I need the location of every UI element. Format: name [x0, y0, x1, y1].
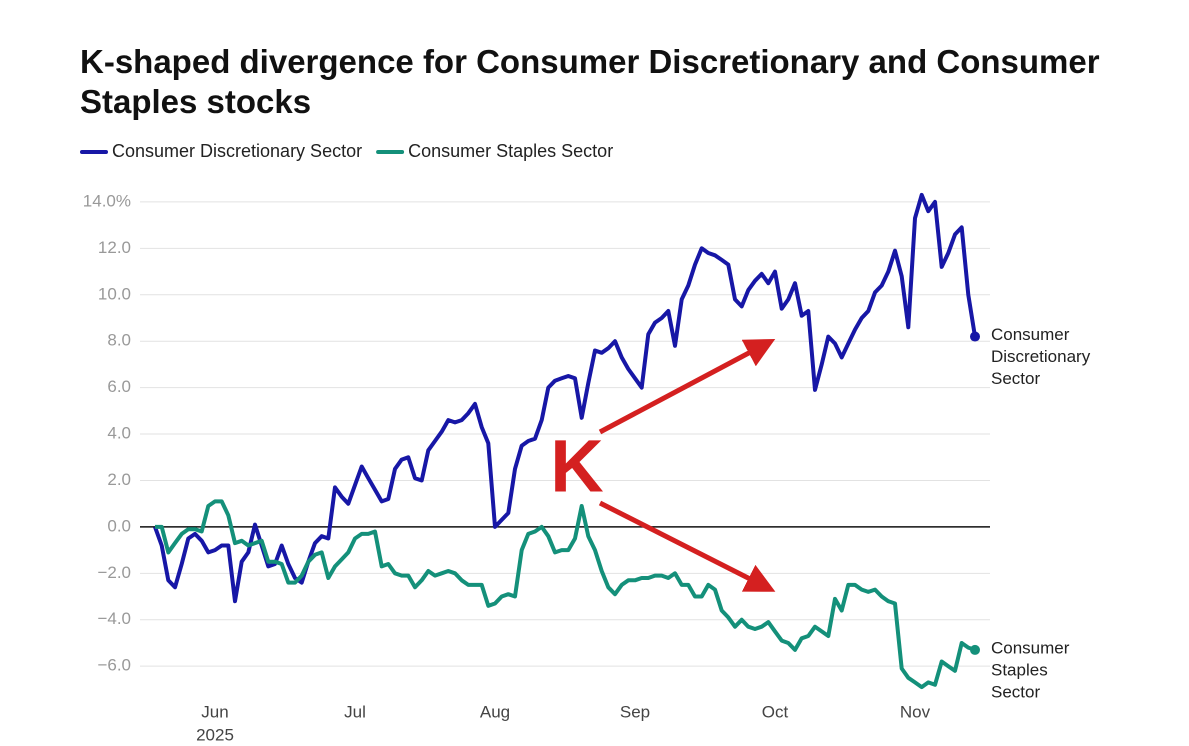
arrow-up	[598, 338, 776, 435]
end-label: Sector	[991, 369, 1040, 388]
x-tick-label: Jul	[344, 702, 366, 721]
end-label: Consumer	[991, 638, 1070, 657]
x-tick-label: Jun	[201, 702, 228, 721]
end-label: Sector	[991, 682, 1040, 701]
y-tick-label: 6.0	[107, 377, 131, 396]
plot: −6.0 −4.0 −2.0 0.0 2.0 4.0 6.0 8.0 10.0 12.0 14.0%…	[80, 141, 1091, 744]
x-tick-label: Oct	[762, 702, 789, 721]
k-annotation: K	[550, 425, 603, 508]
x-tick-label: Aug	[480, 702, 510, 721]
arrow-down	[598, 500, 776, 592]
x-year-label: 2025	[196, 725, 234, 744]
y-tick-label: −4.0	[97, 609, 131, 628]
y-tick-label: −2.0	[97, 563, 131, 582]
legend-label: Consumer Discretionary Sector	[112, 141, 362, 161]
chart-title: K-shaped divergence for Consumer Discret…	[80, 43, 1100, 120]
end-dot	[970, 644, 980, 655]
y-tick-label: 14.0%	[83, 191, 131, 210]
legend-label: Consumer Staples Sector	[408, 141, 613, 161]
end-dot	[970, 331, 980, 342]
y-tick-label: 10.0	[98, 284, 131, 303]
y-tick-label: 4.0	[107, 424, 131, 443]
series-line	[153, 192, 977, 604]
y-tick-label: 0.0	[107, 516, 131, 535]
y-tick-label: 8.0	[107, 331, 131, 350]
end-label: Discretionary	[991, 347, 1091, 366]
series-line	[155, 499, 976, 690]
y-tick-label: 12.0	[98, 238, 131, 257]
y-tick-label: 2.0	[107, 470, 131, 489]
x-tick-label: Nov	[900, 702, 931, 721]
end-label: Consumer	[991, 325, 1070, 344]
x-tick-label: Sep	[620, 702, 650, 721]
end-label: Staples	[991, 660, 1048, 679]
y-tick-label: −6.0	[97, 656, 131, 675]
